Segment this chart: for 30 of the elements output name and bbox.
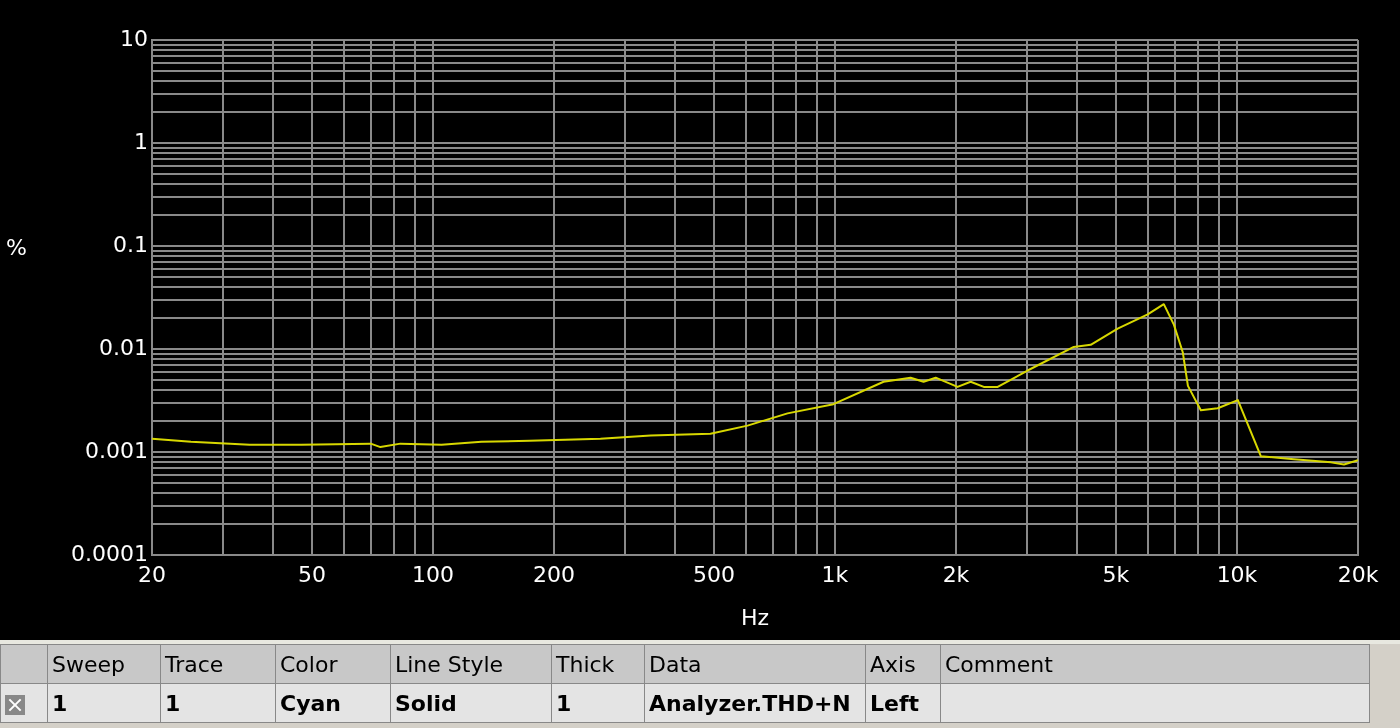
x-tick-label: 2k [942,562,970,588]
y-tick-label: 1 [134,128,148,154]
y-tick-label: 0.001 [85,437,148,463]
x-axis-title: Hz [740,604,770,630]
x-tick-label: 50 [297,562,326,588]
text: Color [275,644,391,684]
x-tick-label: 100 [411,562,454,588]
text: Data [644,644,866,684]
y-axis-title: % [6,235,27,261]
text: Sweep [47,644,161,684]
y-tick-label: 0.1 [113,231,148,257]
y-tick-label: 0.01 [99,334,148,360]
x-tick-label: 1k [821,562,849,588]
x-tick-label: 20k [1337,562,1379,588]
text: Left [865,683,941,723]
text: 1 [160,683,276,723]
text: Analyzer.THD+N [644,683,866,723]
x-tick-label: 500 [692,562,735,588]
text: Cyan [275,683,391,723]
text: Axis [865,644,941,684]
text: Trace [160,644,276,684]
text: Thick [551,644,645,684]
text: Line Style [390,644,552,684]
text: Solid [390,683,552,723]
x-tick-label: 10k [1216,562,1258,588]
text: Comment [940,644,1370,684]
text: 1 [551,683,645,723]
y-tick-label: 10 [120,25,148,51]
x-tick-label: 200 [533,562,575,588]
x-tick-label: 5k [1102,562,1130,588]
